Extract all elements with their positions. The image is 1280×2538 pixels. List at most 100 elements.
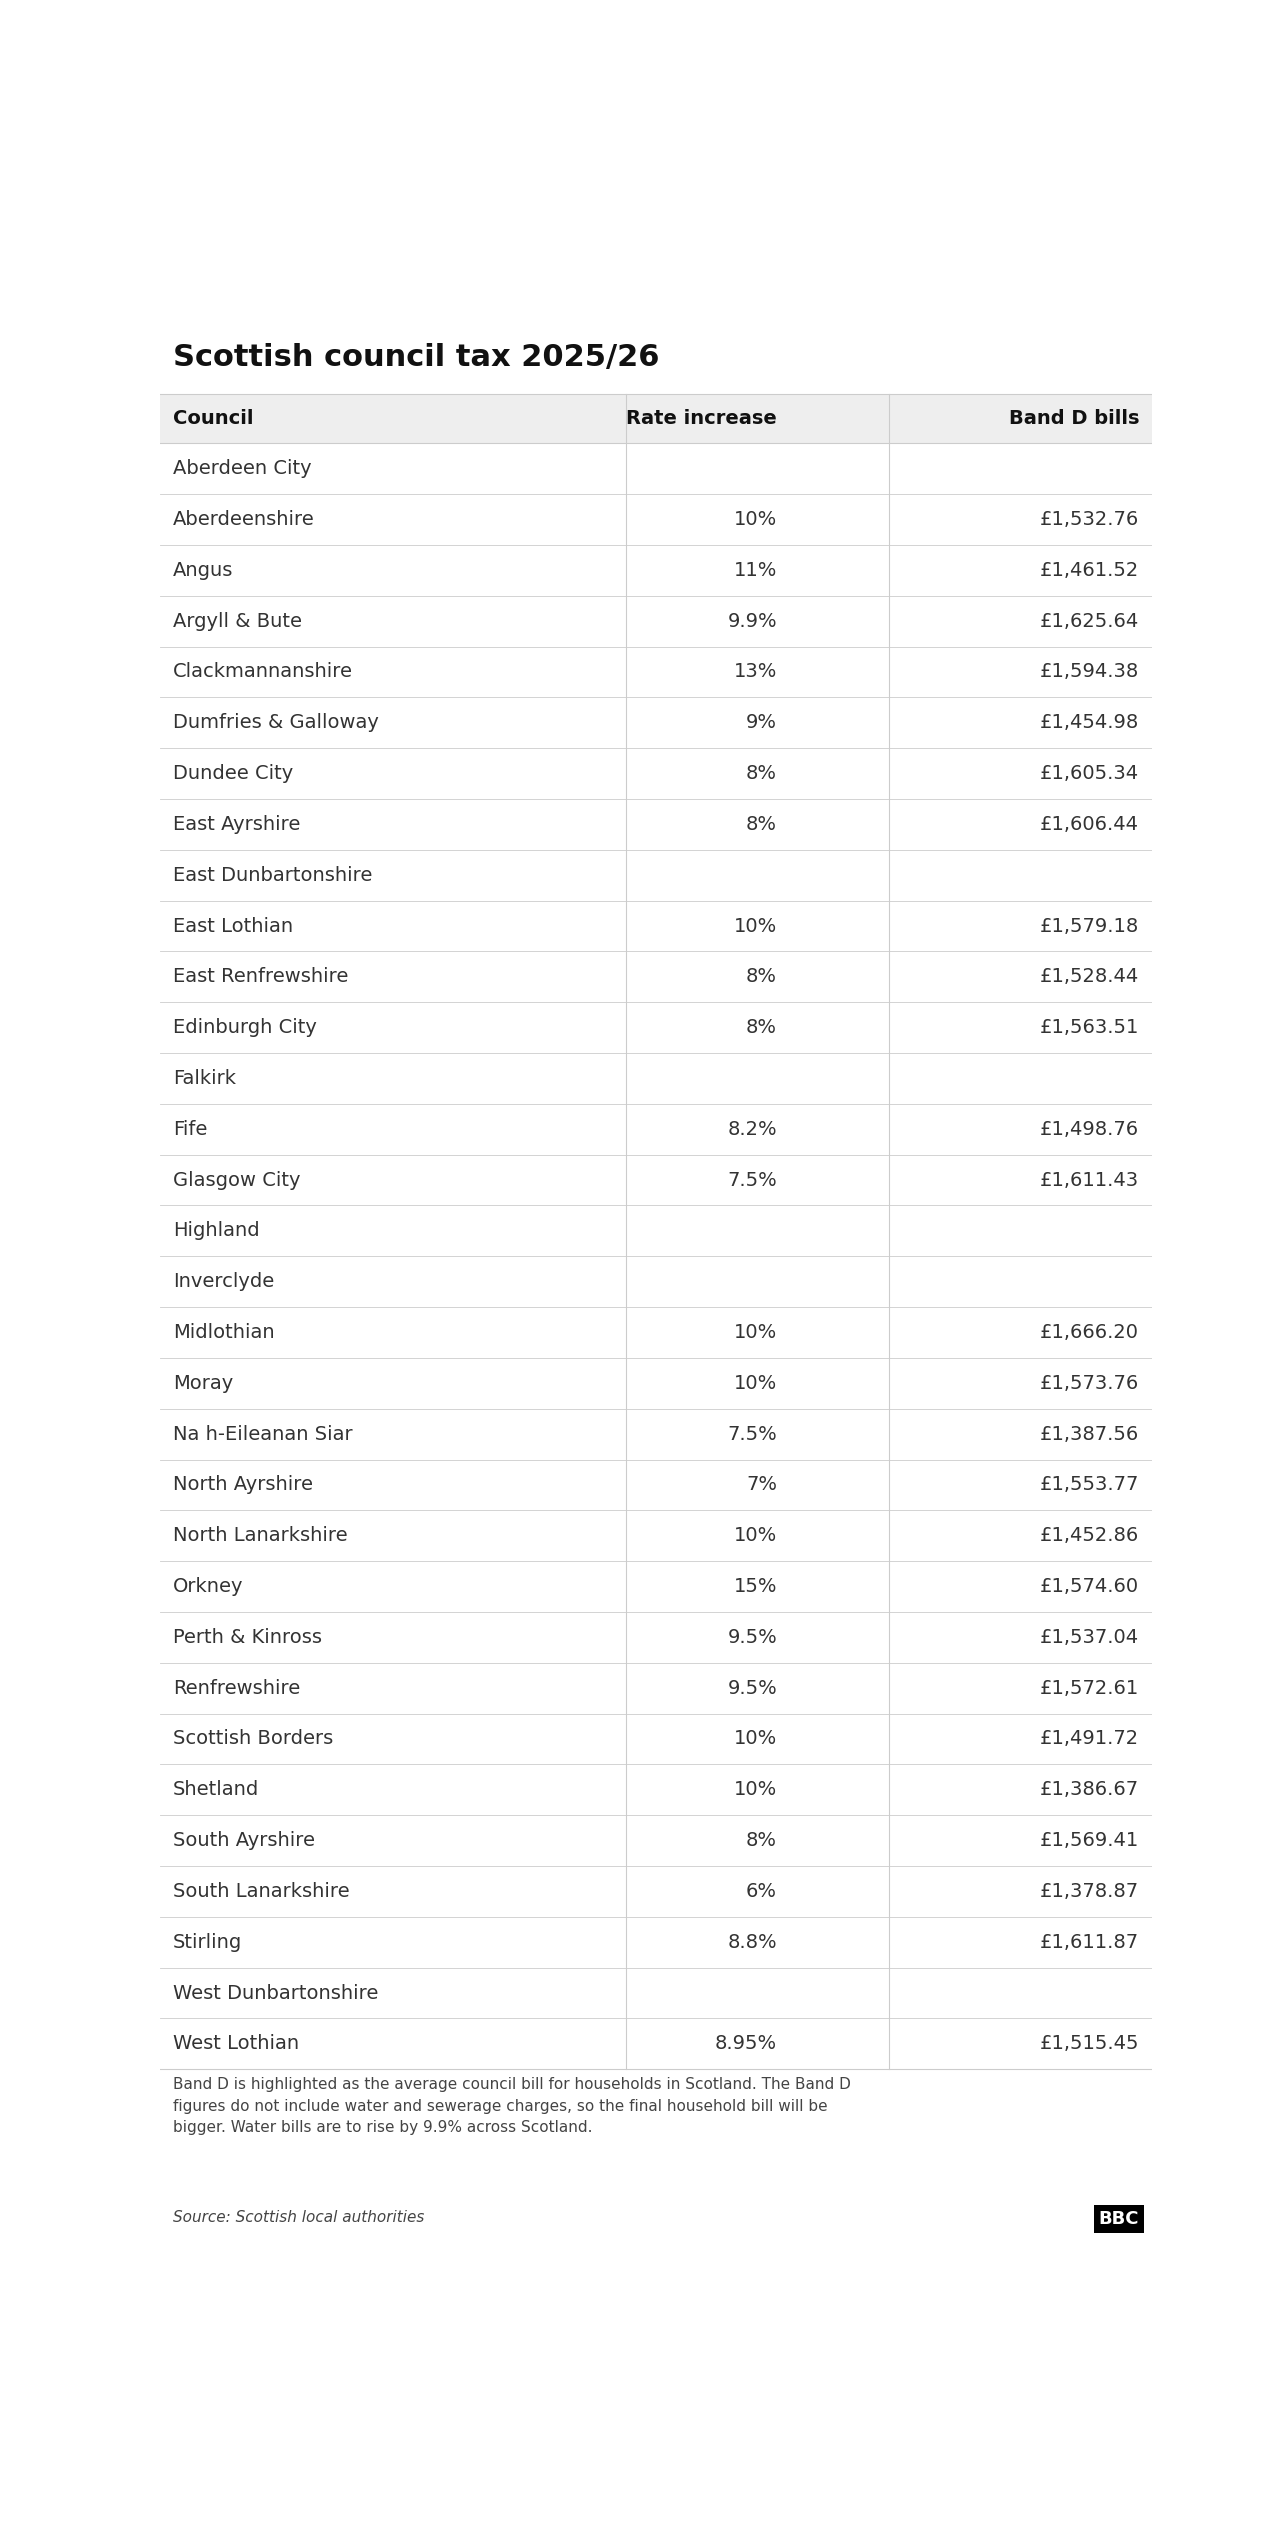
Text: 10%: 10% xyxy=(733,1525,777,1546)
Text: £1,666.20: £1,666.20 xyxy=(1041,1322,1139,1343)
Text: 8.8%: 8.8% xyxy=(727,1934,777,1952)
Text: West Lothian: West Lothian xyxy=(173,2035,300,2053)
Text: 11%: 11% xyxy=(733,561,777,579)
Text: £1,491.72: £1,491.72 xyxy=(1039,1728,1139,1749)
Text: £1,573.76: £1,573.76 xyxy=(1039,1373,1139,1393)
Text: Aberdeenshire: Aberdeenshire xyxy=(173,510,315,528)
Bar xyxy=(160,596,1152,647)
Text: Shetland: Shetland xyxy=(173,1779,259,1799)
Text: 9.5%: 9.5% xyxy=(727,1627,777,1647)
Text: South Ayrshire: South Ayrshire xyxy=(173,1830,315,1850)
Text: Renfrewshire: Renfrewshire xyxy=(173,1678,300,1698)
Text: Moray: Moray xyxy=(173,1373,233,1393)
Text: 8%: 8% xyxy=(746,1830,777,1850)
Text: Glasgow City: Glasgow City xyxy=(173,1170,301,1190)
Text: £1,528.44: £1,528.44 xyxy=(1039,967,1139,987)
Text: 8%: 8% xyxy=(746,967,777,987)
Bar xyxy=(160,1510,1152,1561)
Text: Council: Council xyxy=(173,409,253,429)
Text: £1,452.86: £1,452.86 xyxy=(1039,1525,1139,1546)
Bar xyxy=(160,1967,1152,2018)
Bar xyxy=(160,444,1152,495)
Text: Scottish council tax 2025/26: Scottish council tax 2025/26 xyxy=(173,343,659,373)
Bar xyxy=(160,393,1152,444)
Text: £1,537.04: £1,537.04 xyxy=(1039,1627,1139,1647)
Text: £1,625.64: £1,625.64 xyxy=(1039,612,1139,629)
Bar xyxy=(160,1155,1152,1206)
Text: Highland: Highland xyxy=(173,1221,260,1241)
Text: 13%: 13% xyxy=(733,662,777,683)
Text: 9%: 9% xyxy=(746,713,777,733)
Text: £1,579.18: £1,579.18 xyxy=(1039,916,1139,937)
Text: Perth & Kinross: Perth & Kinross xyxy=(173,1627,321,1647)
Text: £1,606.44: £1,606.44 xyxy=(1041,815,1139,835)
Bar xyxy=(160,850,1152,901)
Text: Na h-Eileanan Siar: Na h-Eileanan Siar xyxy=(173,1424,352,1444)
Bar xyxy=(160,749,1152,799)
Text: Fife: Fife xyxy=(173,1119,207,1140)
Text: Clackmannanshire: Clackmannanshire xyxy=(173,662,353,683)
Text: £1,461.52: £1,461.52 xyxy=(1039,561,1139,579)
Text: 15%: 15% xyxy=(733,1576,777,1596)
Text: Source: Scottish local authorities: Source: Scottish local authorities xyxy=(173,2211,424,2226)
Text: Band D bills: Band D bills xyxy=(1009,409,1139,429)
Bar xyxy=(160,1865,1152,1916)
Bar xyxy=(160,952,1152,1003)
Text: Falkirk: Falkirk xyxy=(173,1068,236,1089)
Text: Angus: Angus xyxy=(173,561,233,579)
Text: £1,594.38: £1,594.38 xyxy=(1039,662,1139,683)
Text: East Ayrshire: East Ayrshire xyxy=(173,815,301,835)
Text: £1,498.76: £1,498.76 xyxy=(1039,1119,1139,1140)
Text: Inverclyde: Inverclyde xyxy=(173,1272,274,1292)
Text: 9.9%: 9.9% xyxy=(727,612,777,629)
Bar xyxy=(160,1459,1152,1510)
Text: 8%: 8% xyxy=(746,764,777,784)
Text: North Ayrshire: North Ayrshire xyxy=(173,1475,312,1495)
Text: £1,572.61: £1,572.61 xyxy=(1039,1678,1139,1698)
Bar xyxy=(160,1256,1152,1307)
Bar xyxy=(160,1003,1152,1053)
Text: 7.5%: 7.5% xyxy=(727,1170,777,1190)
Text: Orkney: Orkney xyxy=(173,1576,243,1596)
Text: £1,611.87: £1,611.87 xyxy=(1039,1934,1139,1952)
Text: £1,569.41: £1,569.41 xyxy=(1039,1830,1139,1850)
Bar xyxy=(160,647,1152,698)
Bar xyxy=(160,2018,1152,2068)
Text: BBC: BBC xyxy=(1098,2211,1139,2228)
Text: Midlothian: Midlothian xyxy=(173,1322,274,1343)
Bar xyxy=(160,1662,1152,1713)
Text: 10%: 10% xyxy=(733,1373,777,1393)
Text: 10%: 10% xyxy=(733,510,777,528)
Text: Rate increase: Rate increase xyxy=(626,409,777,429)
Text: 10%: 10% xyxy=(733,1322,777,1343)
Bar xyxy=(160,495,1152,546)
Text: £1,611.43: £1,611.43 xyxy=(1039,1170,1139,1190)
Bar xyxy=(160,799,1152,850)
Text: £1,378.87: £1,378.87 xyxy=(1039,1881,1139,1901)
Text: 8%: 8% xyxy=(746,1018,777,1038)
Text: £1,386.67: £1,386.67 xyxy=(1039,1779,1139,1799)
Bar xyxy=(160,1612,1152,1662)
Bar xyxy=(160,1206,1152,1256)
Text: £1,532.76: £1,532.76 xyxy=(1039,510,1139,528)
Text: Aberdeen City: Aberdeen City xyxy=(173,459,311,477)
Bar xyxy=(160,546,1152,596)
Text: Edinburgh City: Edinburgh City xyxy=(173,1018,316,1038)
Text: East Lothian: East Lothian xyxy=(173,916,293,937)
Bar xyxy=(160,1916,1152,1967)
Text: East Dunbartonshire: East Dunbartonshire xyxy=(173,865,372,886)
Text: 8.2%: 8.2% xyxy=(727,1119,777,1140)
Text: £1,563.51: £1,563.51 xyxy=(1039,1018,1139,1038)
Text: Scottish Borders: Scottish Borders xyxy=(173,1728,333,1749)
Text: North Lanarkshire: North Lanarkshire xyxy=(173,1525,348,1546)
Bar xyxy=(160,1053,1152,1104)
Text: 10%: 10% xyxy=(733,1728,777,1749)
Text: Dundee City: Dundee City xyxy=(173,764,293,784)
Text: £1,515.45: £1,515.45 xyxy=(1039,2035,1139,2053)
Text: 7%: 7% xyxy=(746,1475,777,1495)
Text: 9.5%: 9.5% xyxy=(727,1678,777,1698)
Bar xyxy=(160,1104,1152,1155)
Bar xyxy=(160,1307,1152,1358)
Bar xyxy=(160,1358,1152,1409)
Text: 7.5%: 7.5% xyxy=(727,1424,777,1444)
